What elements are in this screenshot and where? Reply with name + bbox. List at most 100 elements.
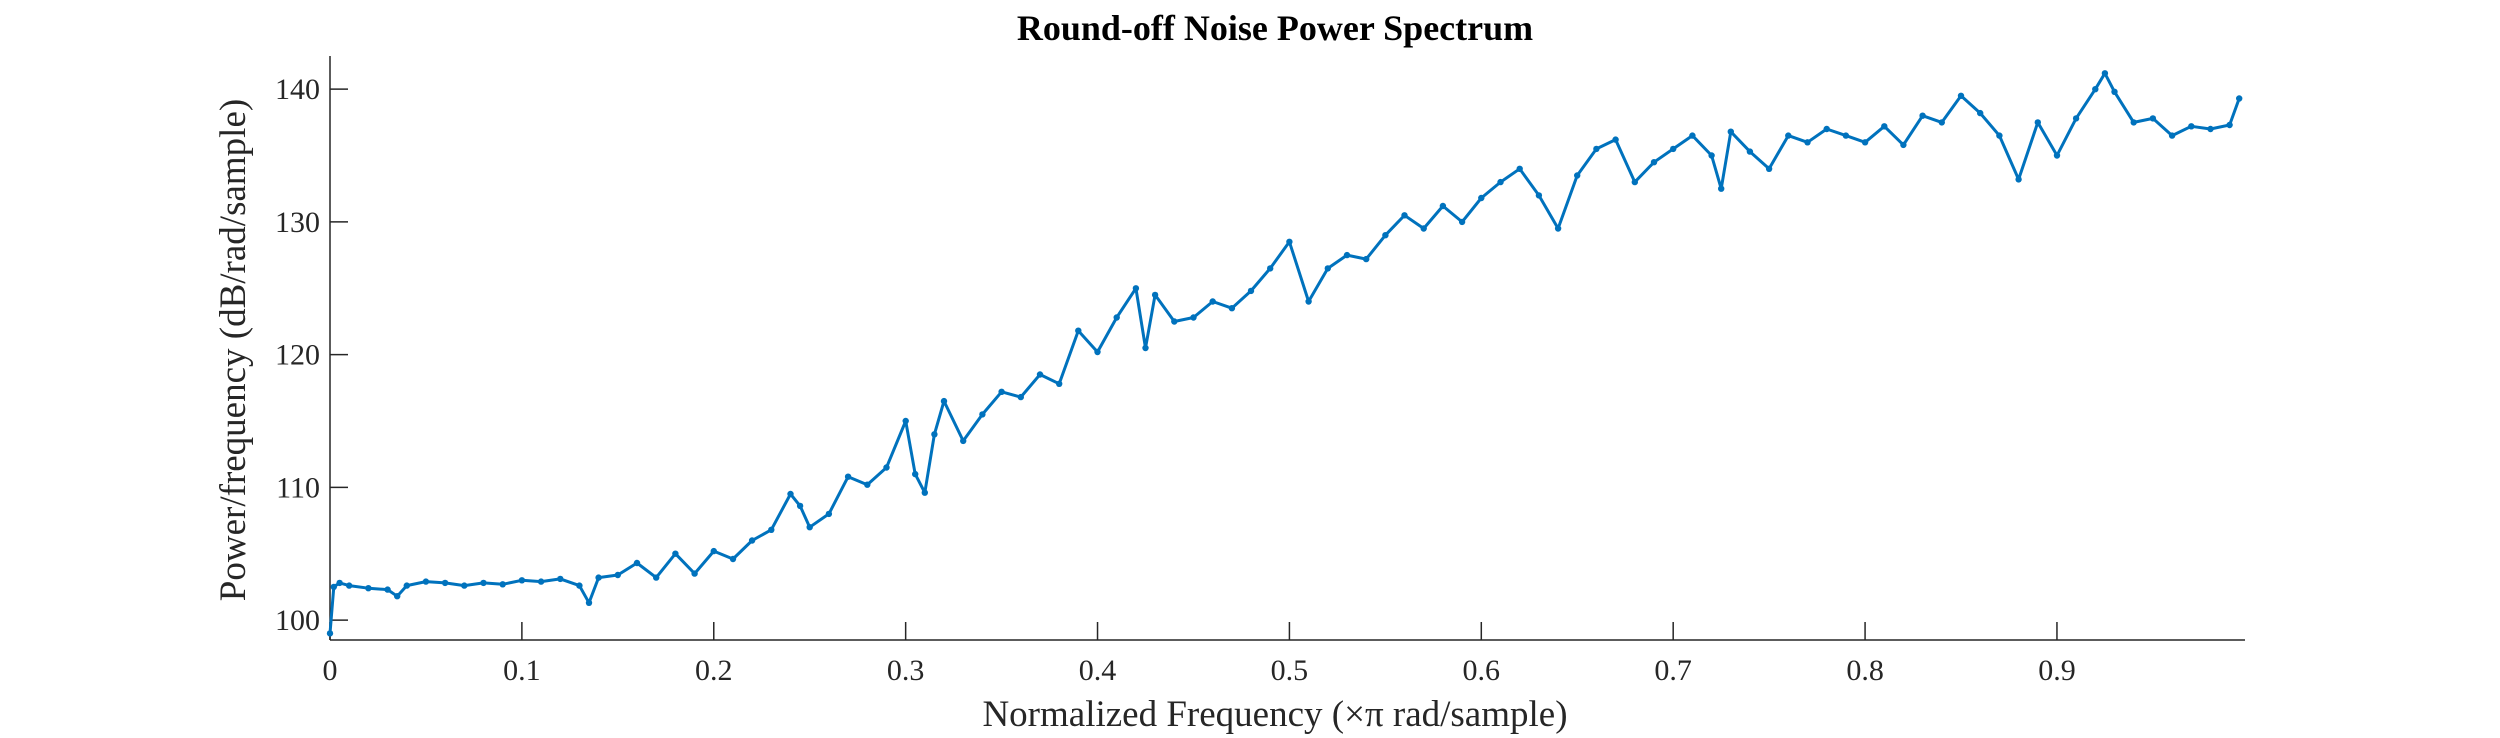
data-point xyxy=(1765,165,1773,172)
x-tick-label: 0.3 xyxy=(887,654,925,687)
y-tick-label: 100 xyxy=(275,604,320,637)
data-point xyxy=(1957,92,1965,100)
data-point xyxy=(940,397,948,405)
data-point xyxy=(1718,185,1725,192)
data-point xyxy=(691,570,698,577)
x-axis-ticks: 0 0.1 0.2 0.3 0.4 0.5 0.6 0.7 0.8 0.9 xyxy=(323,622,2076,687)
data-point xyxy=(787,490,794,498)
data-point xyxy=(1305,298,1312,305)
series-layer xyxy=(326,70,2243,637)
data-point xyxy=(1804,139,1811,146)
x-tick-label: 0.1 xyxy=(503,654,541,687)
data-point xyxy=(825,510,833,518)
y-tick-label: 120 xyxy=(275,339,320,372)
y-tick-label: 110 xyxy=(276,471,320,504)
data-point xyxy=(1689,132,1696,139)
data-point xyxy=(1727,128,1735,135)
x-tick-label: 0.7 xyxy=(1654,654,1692,687)
data-point xyxy=(2226,121,2233,129)
data-point xyxy=(1439,202,1447,210)
data-point xyxy=(537,578,545,585)
data-point xyxy=(1209,298,1216,305)
data-point xyxy=(710,547,717,555)
data-point xyxy=(365,585,372,592)
data-point xyxy=(2149,115,2157,122)
data-point xyxy=(806,524,813,531)
data-point xyxy=(960,437,967,445)
data-point xyxy=(595,574,602,581)
data-point xyxy=(1823,125,1830,133)
data-point xyxy=(1881,123,1888,130)
data-point xyxy=(2111,88,2118,96)
data-point xyxy=(768,526,775,533)
data-point xyxy=(1842,132,1850,139)
data-point xyxy=(2072,115,2080,122)
data-point xyxy=(384,586,391,593)
data-point xyxy=(422,578,430,585)
data-point xyxy=(1363,255,1370,263)
data-point xyxy=(2130,119,2137,126)
data-point xyxy=(1458,218,1466,226)
data-point xyxy=(1113,314,1120,321)
data-point xyxy=(912,470,919,478)
data-point xyxy=(931,431,938,438)
data-point xyxy=(1996,132,2003,139)
data-point xyxy=(1612,136,1619,143)
data-point xyxy=(518,577,526,584)
data-point xyxy=(461,582,468,589)
data-point xyxy=(1516,165,1523,172)
data-point xyxy=(1036,371,1044,378)
data-point xyxy=(2207,125,2214,133)
data-point xyxy=(1746,148,1754,155)
axes-box xyxy=(329,56,2245,641)
data-point xyxy=(844,473,852,480)
data-point xyxy=(330,583,337,591)
data-point xyxy=(2236,95,2243,102)
x-tick-label: 0.9 xyxy=(2038,654,2076,687)
data-point xyxy=(336,579,343,587)
data-point xyxy=(1554,225,1562,232)
data-point xyxy=(1593,145,1600,153)
data-point xyxy=(1478,194,1485,202)
data-point xyxy=(672,550,679,557)
data-point xyxy=(2053,152,2061,159)
data-point xyxy=(326,630,334,637)
data-point xyxy=(921,489,928,496)
data-point xyxy=(1977,109,1984,117)
data-point xyxy=(2188,123,2195,130)
data-point xyxy=(480,579,487,587)
data-point xyxy=(633,559,641,567)
x-axis-label: Normalized Frequency (×π rad/sample) xyxy=(982,694,1567,735)
data-point xyxy=(864,481,871,488)
data-point xyxy=(1670,145,1677,153)
data-point xyxy=(1420,225,1427,232)
data-point xyxy=(2092,86,2099,93)
data-point xyxy=(441,579,449,587)
data-point xyxy=(1094,348,1101,356)
y-tick-label: 140 xyxy=(275,73,320,106)
data-point xyxy=(1151,291,1159,299)
x-tick-label: 0 xyxy=(323,654,338,687)
data-point xyxy=(2034,119,2042,126)
data-point xyxy=(1056,380,1063,387)
data-point xyxy=(979,411,986,418)
data-point xyxy=(2101,70,2109,77)
data-point xyxy=(1247,287,1255,295)
x-tick-label: 0.5 xyxy=(1271,654,1309,687)
data-point xyxy=(1785,132,1792,139)
data-point xyxy=(748,537,756,544)
data-point xyxy=(1535,192,1543,199)
data-point xyxy=(1401,212,1408,219)
data-point xyxy=(2168,132,2176,139)
data-point xyxy=(653,574,660,581)
data-point xyxy=(403,582,410,589)
data-point xyxy=(557,575,564,583)
x-tick-label: 0.8 xyxy=(1846,654,1884,687)
data-point xyxy=(1919,112,1926,119)
data-point xyxy=(614,571,621,579)
data-point xyxy=(796,502,804,510)
data-point xyxy=(585,599,593,606)
data-point xyxy=(1497,178,1504,186)
